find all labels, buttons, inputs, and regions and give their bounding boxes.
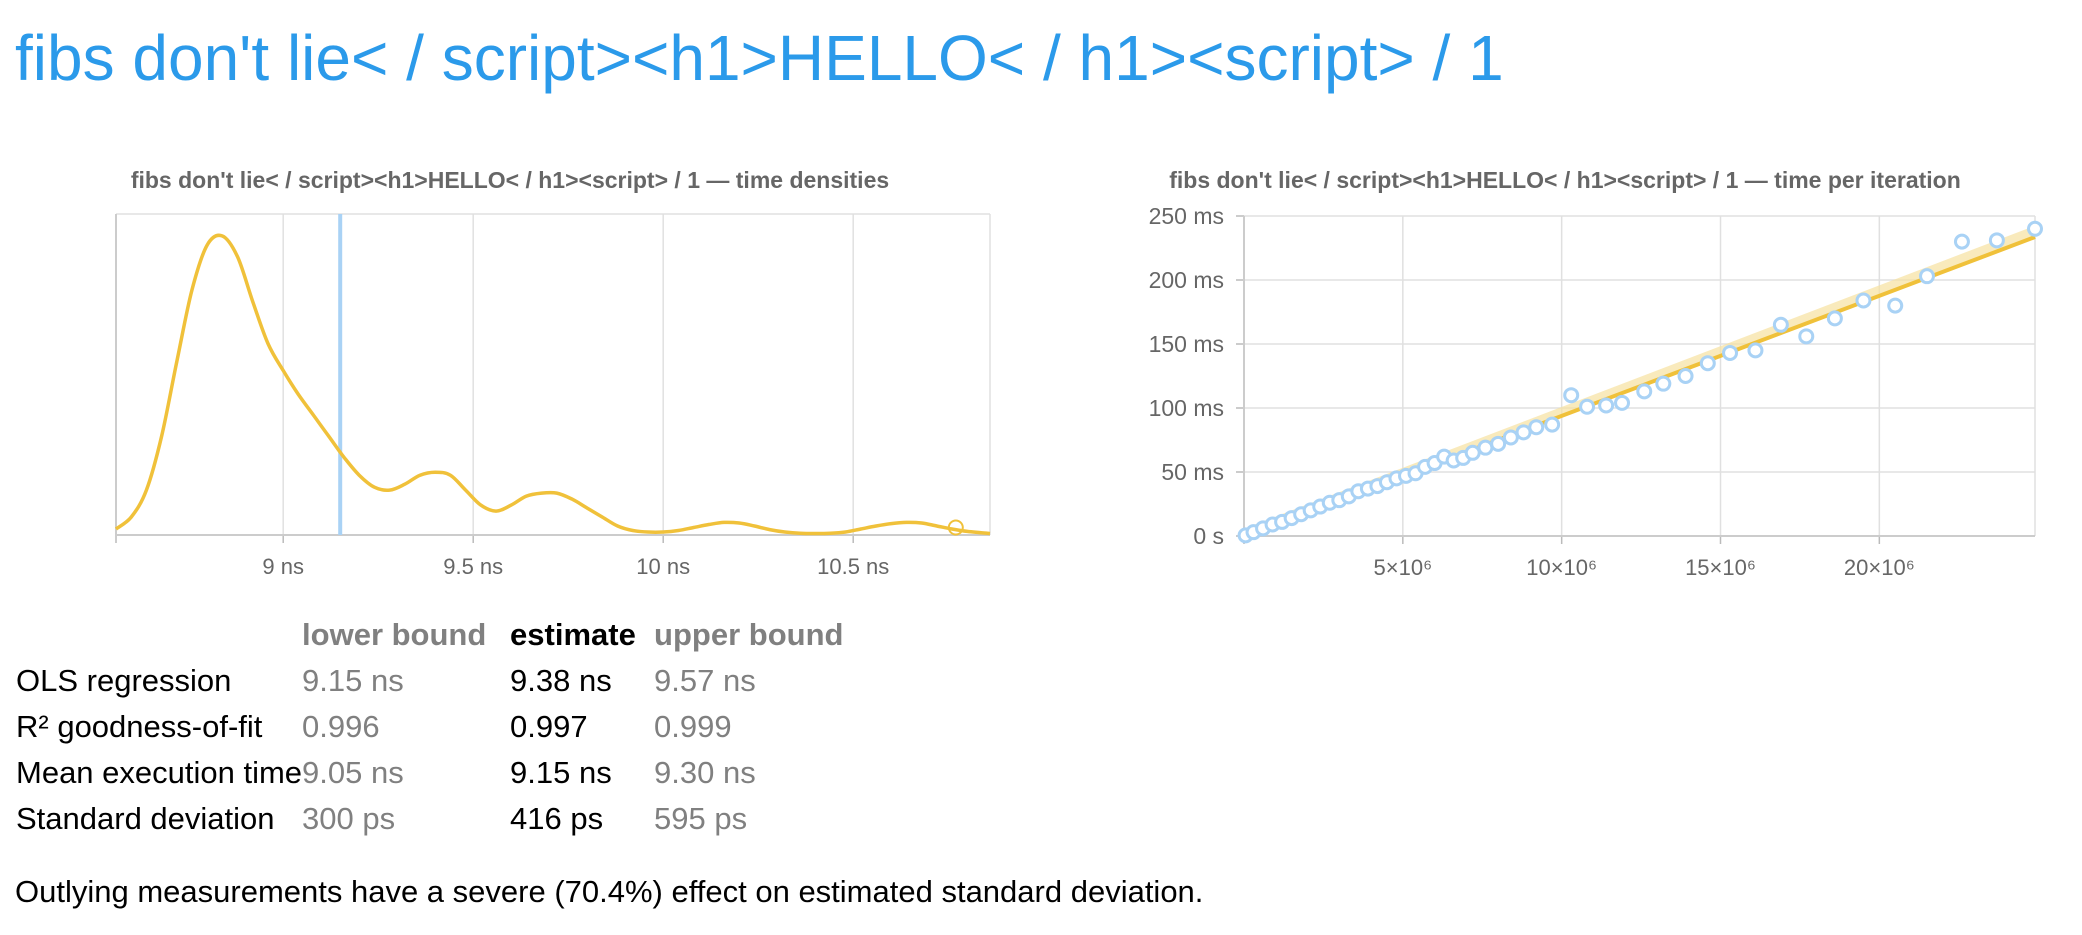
iteration-point: [1747, 342, 1764, 359]
density-x-axis: 9 ns 9.5 ns 10 ns 10.5 ns: [115, 214, 990, 579]
iteration-point: [1636, 383, 1653, 400]
iteration-y-tick-label: 100 ms: [1149, 395, 1224, 421]
iteration-point: [1677, 368, 1694, 384]
iteration-point: [1988, 232, 2005, 249]
density-x-tick-label: 9.5 ns: [443, 554, 503, 579]
stats-lower: 9.15 ns: [302, 663, 404, 698]
page-title: fibs don't lie< / script><h1>HELLO< / h1…: [15, 22, 1504, 94]
iteration-marks: [1237, 220, 2043, 544]
stats-row-name: R² goodness-of-fit: [16, 709, 263, 744]
iteration-point: [1502, 429, 1519, 446]
iteration-point: [1722, 344, 1739, 361]
stats-row-r2: R² goodness-of-fit 0.996 0.997 0.999: [16, 704, 843, 750]
iteration-x-tick-label: 10×10⁶: [1526, 555, 1597, 580]
stats-estimate: 9.15 ns: [510, 755, 612, 790]
stats-row-stddev: Standard deviation 300 ps 416 ps 595 ps: [16, 796, 843, 842]
stats-row-name: OLS regression: [16, 663, 232, 698]
density-marks: [114, 214, 991, 536]
iteration-y-tick-label: 150 ms: [1149, 331, 1224, 357]
stats-header-estimate: estimate: [510, 617, 636, 652]
stats-estimate: 0.997: [510, 709, 588, 744]
iteration-axes: 0 s 50 ms 100 ms 150 ms 200 ms 250 ms 5×10⁶ 10×…: [1149, 203, 2035, 580]
iteration-point: [1699, 355, 1716, 372]
iteration-point: [1953, 233, 1970, 250]
density-chart: fibs don't lie< / script><h1>HELLO< / h1…: [80, 150, 1010, 590]
iteration-y-tick-label: 50 ms: [1161, 459, 1224, 485]
outlier-note: Outlying measurements have a severe (70.…: [15, 874, 1204, 909]
iteration-point: [1598, 397, 1615, 414]
iteration-point: [1918, 268, 1935, 285]
iteration-point: [1477, 439, 1494, 456]
stats-row-name: Standard deviation: [16, 801, 275, 836]
stats-lower: 300 ps: [302, 801, 396, 836]
iteration-point: [1544, 416, 1561, 433]
stats-upper: 9.57 ns: [654, 663, 756, 698]
density-x-tick-label: 10.5 ns: [817, 554, 889, 579]
iteration-point: [1464, 444, 1481, 461]
iteration-point: [1579, 398, 1596, 415]
iteration-point: [1614, 394, 1631, 411]
iteration-y-tick-label: 250 ms: [1149, 203, 1224, 229]
iteration-y-tick-label: 200 ms: [1149, 267, 1224, 293]
iteration-x-tick-label: 20×10⁶: [1844, 555, 1915, 580]
density-chart-title: fibs don't lie< / script><h1>HELLO< / h1…: [131, 167, 889, 193]
stats-header-lower: lower bound: [302, 617, 487, 652]
density-chart-svg: fibs don't lie< / script><h1>HELLO< / h1…: [114, 167, 991, 579]
iteration-point: [1563, 387, 1580, 404]
stats-upper: 9.30 ns: [654, 755, 756, 790]
iteration-point: [1515, 424, 1532, 441]
iteration-point: [1655, 375, 1672, 392]
stats-estimate: 9.38 ns: [510, 663, 612, 698]
stats-lower: 9.05 ns: [302, 755, 404, 790]
stats-row-name: Mean execution time: [16, 755, 303, 790]
density-x-tick-label: 10 ns: [636, 554, 690, 579]
stats-lower: 0.996: [302, 709, 380, 744]
density-x-tick-label: 9 ns: [262, 554, 304, 579]
density-curve: [114, 233, 991, 536]
iteration-chart-svg: fibs don't lie< / script><h1>HELLO< / h1…: [1149, 167, 2043, 580]
iteration-point: [1887, 297, 1904, 314]
iteration-point: [1528, 419, 1545, 436]
stats-upper: 0.999: [654, 709, 732, 744]
iteration-chart: fibs don't lie< / script><h1>HELLO< / h1…: [1100, 150, 2060, 590]
stats-row-mean: Mean execution time 9.05 ns 9.15 ns 9.30…: [16, 750, 843, 796]
iteration-y-tick-label: 0 s: [1193, 523, 1224, 549]
iteration-x-tick-label: 5×10⁶: [1374, 555, 1433, 580]
iteration-x-tick-label: 15×10⁶: [1685, 555, 1756, 580]
iteration-point: [1826, 310, 1843, 327]
density-outlier-point: [947, 519, 964, 536]
stats-row-ols: OLS regression 9.15 ns 9.38 ns 9.57 ns: [16, 658, 843, 704]
iteration-point: [1490, 435, 1507, 452]
iteration-point: [1855, 292, 1872, 309]
stats-table: lower bound estimate upper bound OLS reg…: [16, 612, 843, 842]
stats-header-upper: upper bound: [654, 617, 844, 652]
stats-header-row: lower bound estimate upper bound: [16, 612, 843, 658]
density-grid: [116, 213, 991, 535]
iteration-point: [1798, 328, 1815, 345]
stats-upper: 595 ps: [654, 801, 748, 836]
iteration-chart-title: fibs don't lie< / script><h1>HELLO< / h1…: [1169, 167, 1961, 193]
stats-estimate: 416 ps: [510, 801, 604, 836]
stats-header-name: [16, 612, 302, 658]
iteration-point: [1772, 316, 1789, 333]
iteration-point: [2027, 220, 2043, 237]
